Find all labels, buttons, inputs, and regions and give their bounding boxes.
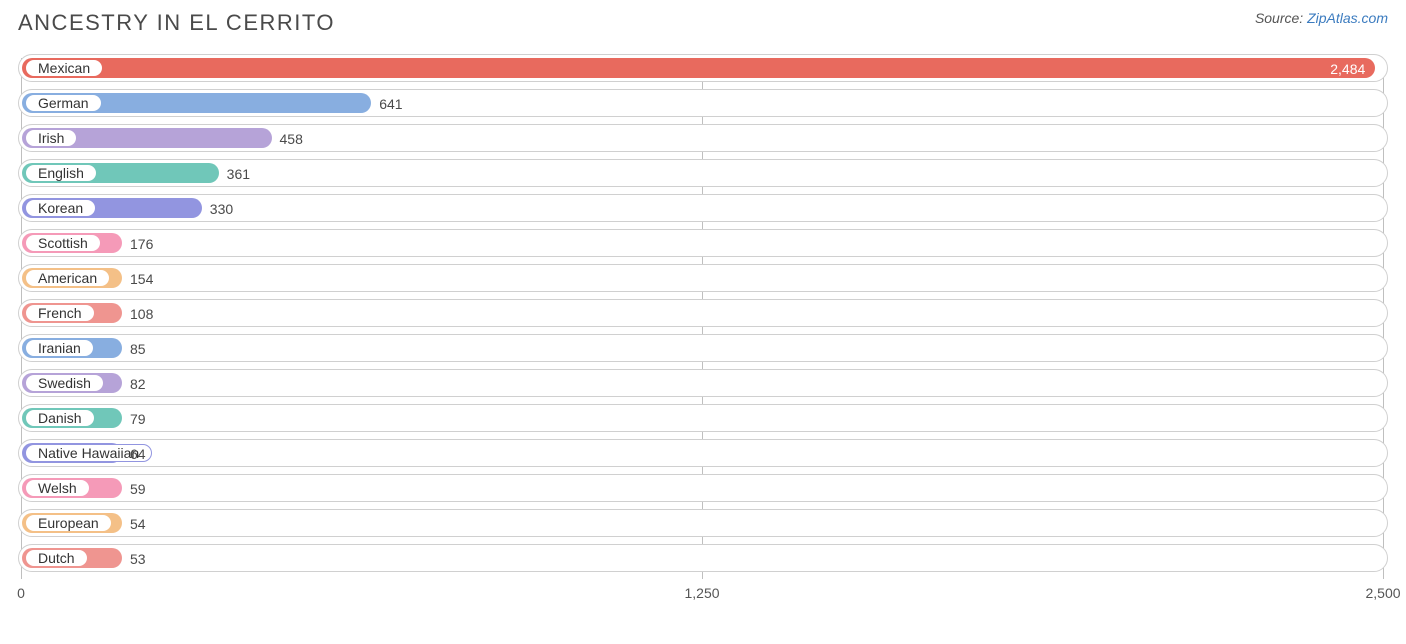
bar-row: Dutch 53 <box>18 544 1388 572</box>
x-axis-tick: 0 <box>17 585 25 601</box>
bar-row: Danish 79 <box>18 404 1388 432</box>
chart-title: ANCESTRY IN EL CERRITO <box>18 10 335 36</box>
bar-value: 641 <box>371 90 402 118</box>
x-axis: 01,2502,500 <box>18 579 1388 607</box>
bar-label: Iranian <box>25 339 94 357</box>
bar-value: 330 <box>202 195 233 223</box>
chart-source: Source: ZipAtlas.com <box>1255 10 1388 26</box>
bar-row: English 361 <box>18 159 1388 187</box>
bar-label: Danish <box>25 409 95 427</box>
bar-row: Iranian 85 <box>18 334 1388 362</box>
bar-value: 361 <box>219 160 250 188</box>
bar-label: German <box>25 94 102 112</box>
bar-value: 54 <box>122 510 146 538</box>
bar-value: 82 <box>122 370 146 398</box>
bar-label: English <box>25 164 97 182</box>
bar-row: German 641 <box>18 89 1388 117</box>
chart-area: Mexican2,484 German 641 Irish 458 English 361 K… <box>18 54 1388 607</box>
bars-container: Mexican2,484 German 641 Irish 458 English 361 K… <box>18 54 1388 572</box>
bar-value: 59 <box>122 475 146 503</box>
bar-row: Korean 330 <box>18 194 1388 222</box>
bar-row: American 154 <box>18 264 1388 292</box>
bar-label: European <box>25 514 112 532</box>
bar-row: Native Hawaiian64 <box>18 439 1388 467</box>
bar-row: Welsh 59 <box>18 474 1388 502</box>
bar-value: 85 <box>122 335 146 363</box>
bar-label: Korean <box>25 199 96 217</box>
chart-header: ANCESTRY IN EL CERRITO Source: ZipAtlas.… <box>18 10 1388 36</box>
bar-row: Mexican2,484 <box>18 54 1388 82</box>
bar-label: American <box>25 269 110 287</box>
bar-row: French 108 <box>18 299 1388 327</box>
bar-label: Irish <box>25 129 77 147</box>
bar-row: Scottish 176 <box>18 229 1388 257</box>
bar-value: 2,484 <box>22 55 1375 83</box>
source-prefix: Source: <box>1255 10 1307 26</box>
bar-label: Welsh <box>25 479 90 497</box>
bar-value: 53 <box>122 545 146 573</box>
source-link[interactable]: ZipAtlas.com <box>1307 10 1388 26</box>
bar-value: 64 <box>122 440 146 468</box>
x-axis-tick: 1,250 <box>684 585 719 601</box>
bar-label: French <box>25 304 95 322</box>
bar-row: Irish 458 <box>18 124 1388 152</box>
bar-row: European 54 <box>18 509 1388 537</box>
bar-value: 79 <box>122 405 146 433</box>
bar-value: 176 <box>122 230 153 258</box>
x-axis-tick: 2,500 <box>1365 585 1400 601</box>
bar-value: 154 <box>122 265 153 293</box>
bar-value: 458 <box>272 125 303 153</box>
bar-row: Swedish 82 <box>18 369 1388 397</box>
bar-value: 108 <box>122 300 153 328</box>
bar-label: Dutch <box>25 549 88 567</box>
bar-label: Swedish <box>25 374 104 392</box>
bar-label: Scottish <box>25 234 101 252</box>
